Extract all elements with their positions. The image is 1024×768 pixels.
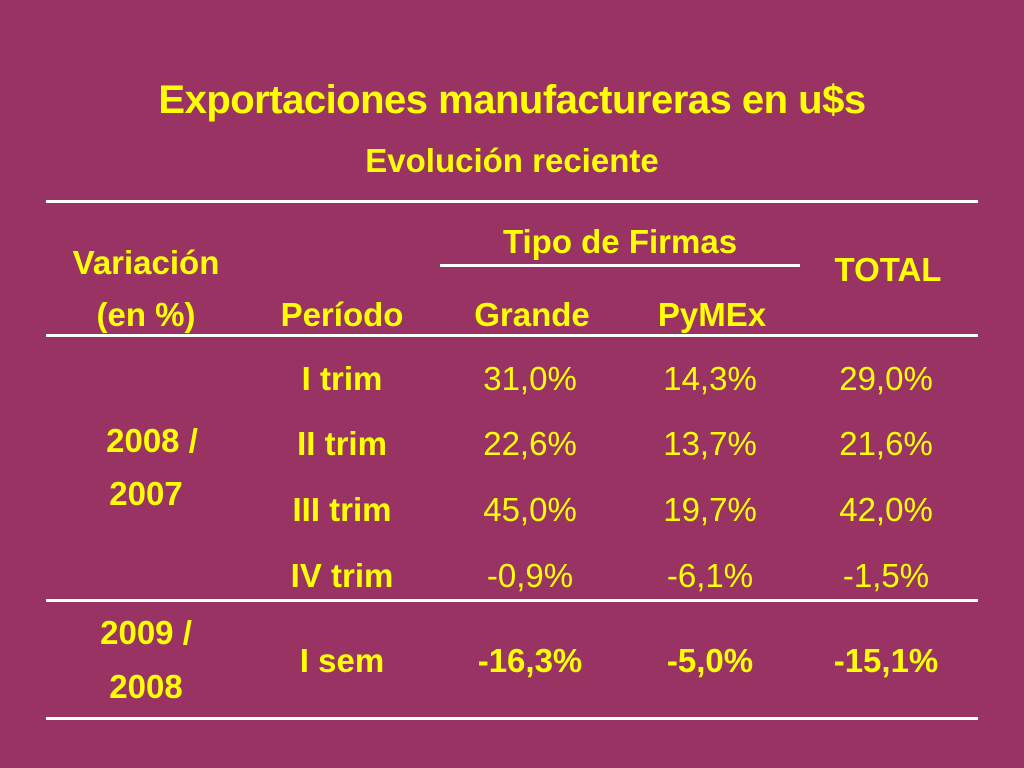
table-top-rule [46, 200, 978, 203]
table-row-grande: -16,3% [477, 642, 583, 679]
header-total: TOTAL [834, 251, 942, 288]
slide-title: Exportaciones manufactureras en u$s [158, 78, 866, 122]
table-row-pymex: 14,3% [663, 360, 757, 397]
table-row-grande: 31,0% [483, 360, 577, 397]
table-row-periodo: II trim [297, 425, 387, 462]
table-row-total: -15,1% [833, 642, 939, 679]
table-row-pymex: 13,7% [663, 425, 757, 462]
table-row-total: 29,0% [839, 360, 933, 397]
tipo-firmas-underline [440, 264, 800, 267]
slide-subtitle: Evolución reciente [365, 142, 659, 179]
table-bottom-rule [46, 717, 978, 720]
table-row-pymex: 19,7% [663, 491, 757, 528]
table-row-periodo: IV trim [290, 557, 394, 594]
group-label-line2: 2008 [109, 668, 183, 705]
group-label-line1: 2009 / [100, 614, 192, 651]
header-tipo-firmas: Tipo de Firmas [502, 223, 738, 260]
table-row-grande: 45,0% [483, 491, 577, 528]
table-row-periodo: I sem [299, 642, 385, 679]
table-row-periodo: III trim [292, 491, 392, 528]
header-variacion-line2: (en %) [96, 296, 196, 333]
group-label-line1: 2008 / [106, 422, 198, 459]
group-label-line2: 2007 [109, 475, 183, 512]
table-row-total: -1,5% [842, 557, 930, 594]
table-row-grande: 22,6% [483, 425, 577, 462]
table-row-periodo: I trim [301, 360, 383, 397]
header-bottom-rule [46, 334, 978, 337]
table-row-total: 42,0% [839, 491, 933, 528]
header-pymex: PyMEx [657, 296, 767, 333]
table-row-pymex: -5,0% [666, 642, 754, 679]
table-row-total: 21,6% [839, 425, 933, 462]
table-row-grande: -0,9% [486, 557, 574, 594]
group-divider-rule [46, 599, 978, 602]
header-periodo: Período [280, 296, 404, 333]
header-grande: Grande [474, 296, 590, 333]
header-variacion-line1: Variación [72, 244, 220, 281]
table-row-pymex: -6,1% [666, 557, 754, 594]
